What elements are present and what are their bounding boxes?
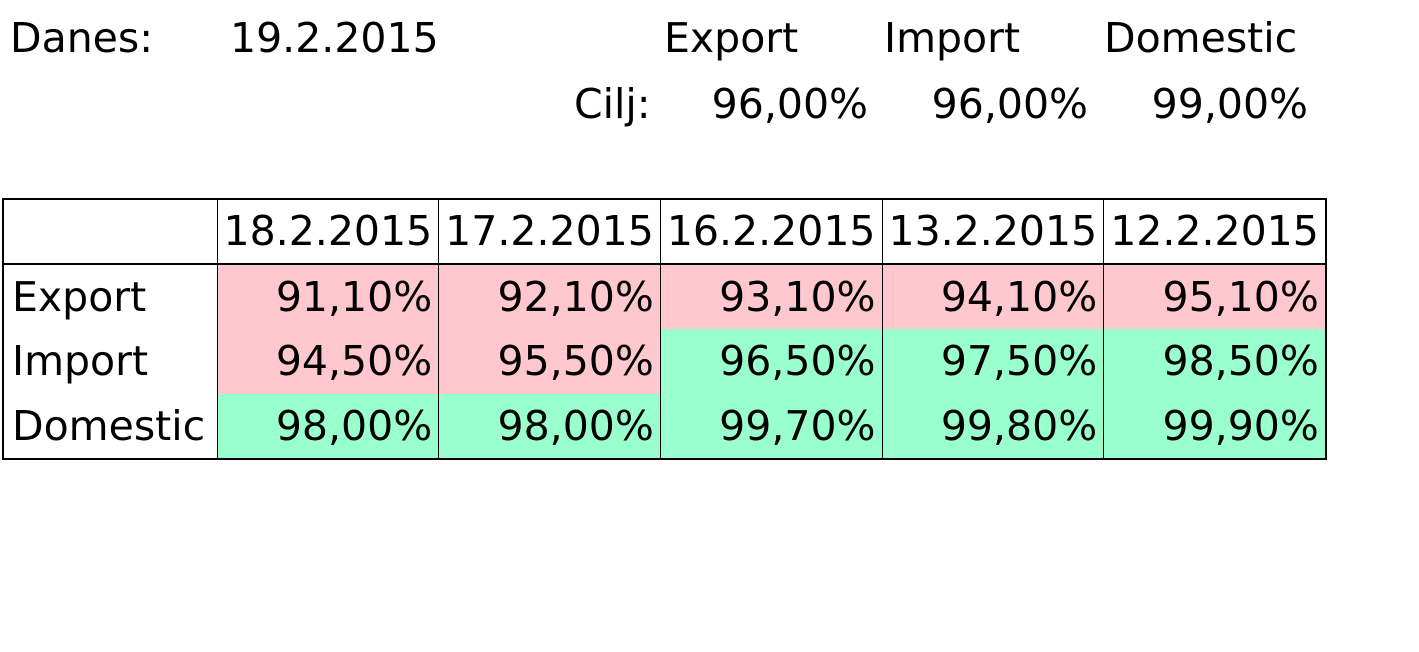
column-header-export: Export bbox=[664, 14, 799, 62]
value-cell: 97,50% bbox=[881, 329, 1104, 394]
table-row-export: Export 91,10% 92,10% 93,10% 94,10% 95,10… bbox=[2, 264, 1327, 329]
daily-results-table: 18.2.2015 17.2.2015 16.2.2015 13.2.2015 … bbox=[2, 198, 1327, 460]
value-cell: 98,00% bbox=[216, 394, 439, 460]
value-cell: 95,10% bbox=[1103, 264, 1327, 329]
value-cell: 93,10% bbox=[659, 264, 883, 329]
column-header-domestic: Domestic bbox=[1104, 14, 1298, 62]
value-cell: 92,10% bbox=[438, 264, 661, 329]
value-cell: 94,50% bbox=[216, 329, 439, 394]
today-date: 19.2.2015 bbox=[230, 14, 439, 62]
date-header: 18.2.2015 bbox=[216, 198, 439, 265]
date-header: 17.2.2015 bbox=[438, 198, 661, 265]
value-cell: 91,10% bbox=[216, 264, 439, 329]
row-label: Domestic bbox=[2, 394, 217, 460]
table-header-row: 18.2.2015 17.2.2015 16.2.2015 13.2.2015 … bbox=[2, 198, 1327, 265]
today-label: Danes: bbox=[10, 14, 154, 62]
target-export: 96,00% bbox=[711, 80, 868, 128]
table-row-domestic: Domestic 98,00% 98,00% 99,70% 99,80% 99,… bbox=[2, 394, 1327, 460]
row-label: Import bbox=[2, 329, 217, 394]
row-label: Export bbox=[2, 264, 217, 329]
date-header: 16.2.2015 bbox=[659, 198, 883, 265]
value-cell: 99,70% bbox=[659, 394, 883, 460]
value-cell: 98,50% bbox=[1103, 329, 1327, 394]
date-header: 12.2.2015 bbox=[1103, 198, 1327, 265]
value-cell: 99,80% bbox=[881, 394, 1104, 460]
value-cell: 98,00% bbox=[438, 394, 661, 460]
target-label: Cilj: bbox=[574, 80, 651, 128]
date-header: 13.2.2015 bbox=[881, 198, 1104, 265]
target-domestic: 99,00% bbox=[1151, 80, 1308, 128]
value-cell: 94,10% bbox=[881, 264, 1104, 329]
target-import: 96,00% bbox=[931, 80, 1088, 128]
value-cell: 96,50% bbox=[659, 329, 883, 394]
value-cell: 95,50% bbox=[438, 329, 661, 394]
value-cell: 99,90% bbox=[1103, 394, 1327, 460]
corner-cell bbox=[2, 198, 217, 265]
column-header-import: Import bbox=[884, 14, 1021, 62]
table-row-import: Import 94,50% 95,50% 96,50% 97,50% 98,50… bbox=[2, 329, 1327, 394]
